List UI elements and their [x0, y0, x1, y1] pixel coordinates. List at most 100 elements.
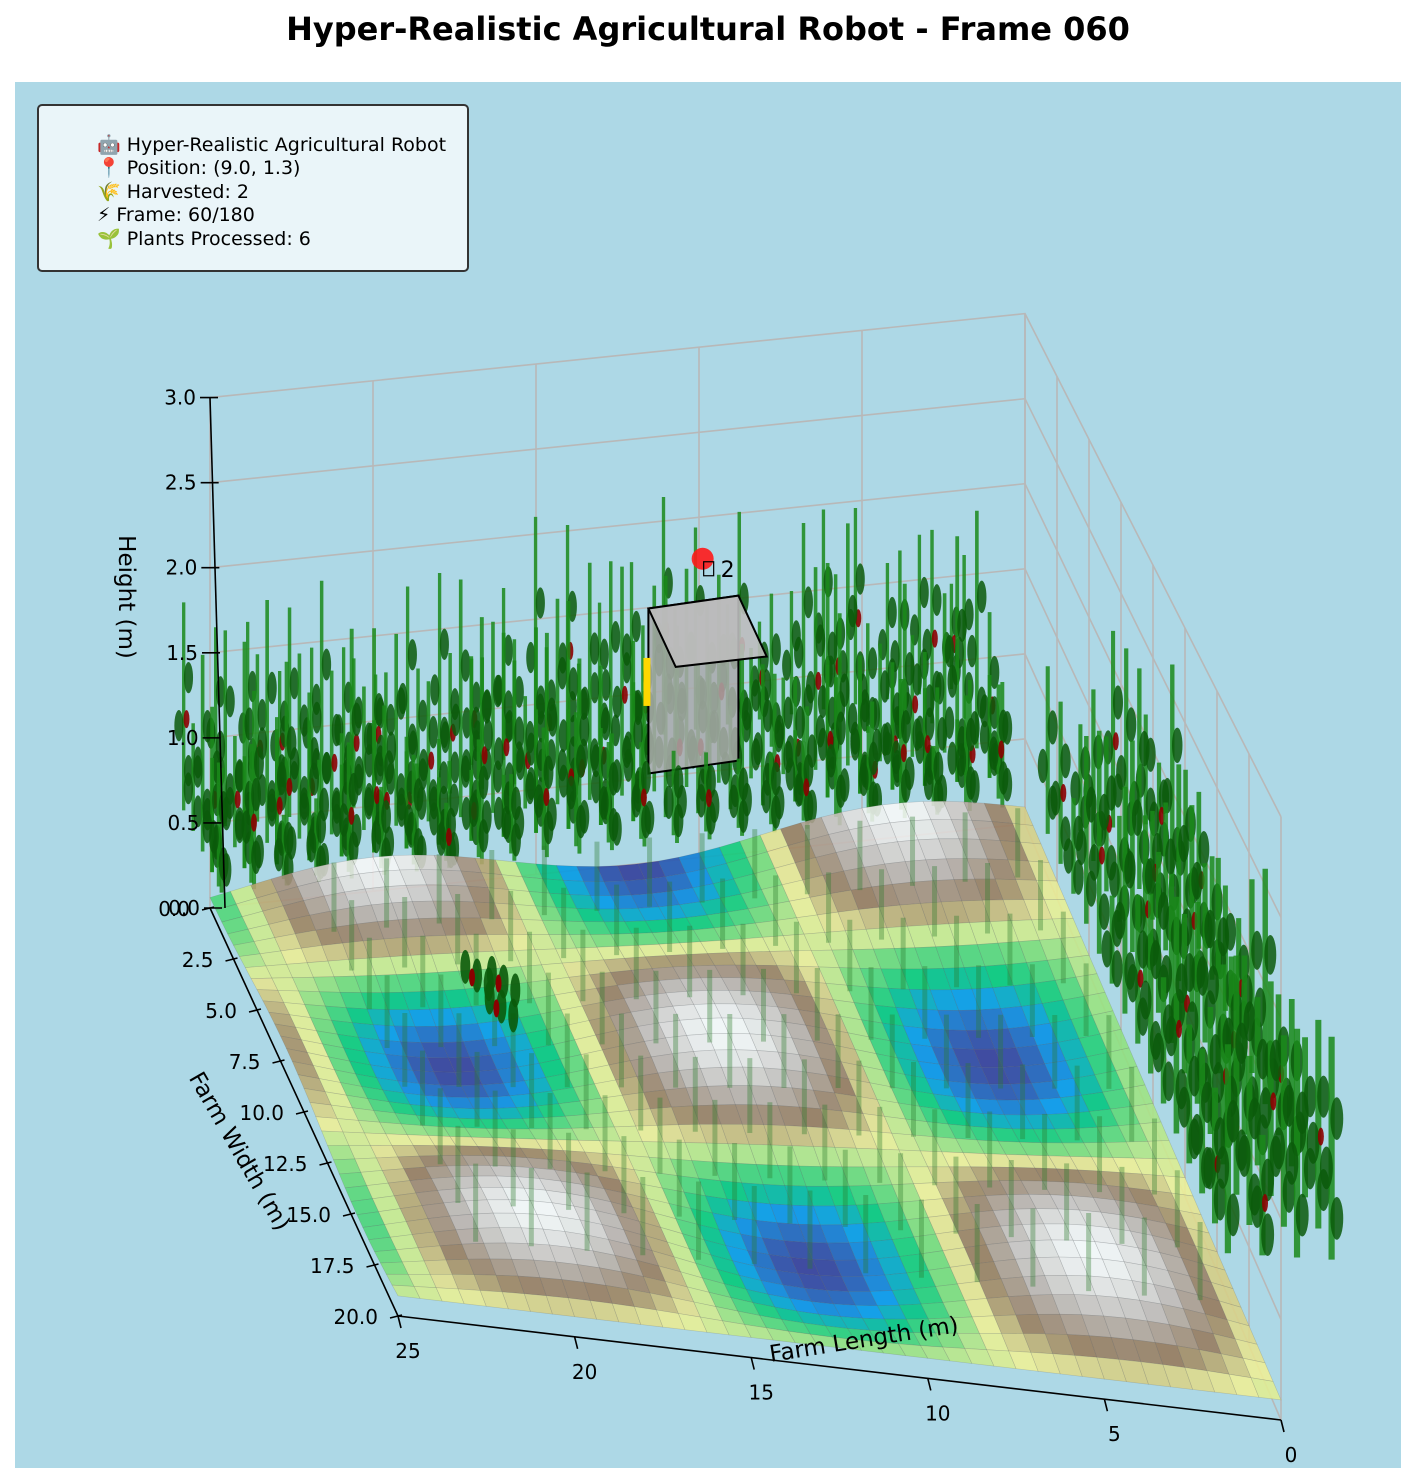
plant-leaf — [738, 767, 749, 801]
plant-leaf — [751, 679, 761, 712]
axes — [200, 396, 1285, 1433]
plant-leaf — [919, 576, 929, 609]
plant-leaf — [430, 674, 440, 706]
plant-leaf — [306, 828, 317, 863]
plant-leaf — [847, 594, 858, 628]
y-tick — [248, 1008, 262, 1013]
plant-leaf — [608, 807, 619, 842]
plant-leaf — [1112, 685, 1124, 720]
plant-leaf — [817, 685, 828, 719]
plant-leaf — [462, 707, 472, 739]
plant-fruit — [1270, 1092, 1277, 1111]
plant-leaf — [396, 687, 406, 720]
y-tick-label: 17.5 — [310, 1254, 355, 1278]
y-tick — [201, 906, 215, 911]
plant-fruit — [469, 968, 476, 987]
plant-leaf — [761, 779, 772, 814]
plant-fruit — [1158, 806, 1165, 825]
plant-fruit — [1112, 732, 1119, 751]
plant-leaf — [827, 631, 838, 665]
plant-fruit — [900, 744, 907, 763]
plant-leaf — [782, 649, 792, 681]
plant-leaf — [1070, 771, 1081, 806]
plant-leaf — [568, 667, 579, 701]
plant-leaf — [460, 949, 471, 984]
plant-leaf — [251, 777, 262, 812]
plant-leaf — [794, 636, 804, 669]
plant-leaf — [882, 722, 893, 756]
plant-leaf — [976, 580, 987, 614]
plant-leaf — [299, 792, 310, 826]
plant-leaf — [1178, 824, 1190, 863]
plant-leaf — [331, 713, 342, 747]
plant-fruit — [250, 813, 257, 832]
plant-leaf — [1317, 1075, 1330, 1118]
plant-leaf — [696, 784, 707, 818]
plant-leaf — [1272, 1127, 1286, 1170]
plant-leaf — [508, 998, 519, 1033]
y-tick-label: 5.0 — [205, 999, 237, 1023]
plant-leaf — [1063, 838, 1074, 874]
plant-leaf — [783, 696, 793, 730]
plant-leaf — [855, 563, 865, 595]
plant-leaf — [440, 721, 450, 754]
plant-leaf — [1076, 829, 1087, 866]
plant-leaf — [218, 791, 229, 825]
plant-leaf — [967, 634, 977, 668]
plant-leaf — [503, 690, 514, 724]
plant-leaf — [276, 761, 287, 795]
plant-leaf — [867, 647, 878, 680]
plant-leaf — [273, 837, 284, 872]
plant-fruit — [924, 735, 931, 754]
plant-leaf — [1203, 1147, 1217, 1190]
plant-leaf — [1217, 917, 1230, 957]
plant-leaf — [860, 698, 870, 732]
3d-scene: 20.00.51.01.52.02.53.00.02.55.07.510.012… — [113, 312, 1344, 1467]
plant-leaf — [956, 743, 967, 777]
terrain-cell — [655, 1309, 686, 1331]
plant-leaf — [1088, 844, 1100, 881]
plant-leaf — [322, 751, 332, 785]
x-tick — [927, 1378, 932, 1391]
plant-leaf — [407, 639, 417, 671]
plant-leaf — [912, 663, 922, 696]
plant-leaf — [947, 664, 958, 698]
plant-leaf — [481, 689, 492, 724]
plant-leaf — [900, 768, 911, 803]
plant-leaf — [785, 757, 796, 791]
plant-fruit — [543, 788, 550, 807]
plant-leaf — [663, 785, 674, 820]
plant-leaf — [673, 803, 684, 838]
plant-leaf — [461, 796, 472, 831]
plant-leaf — [771, 633, 781, 666]
plant-leaf — [1098, 793, 1110, 831]
x-tick — [750, 1357, 755, 1370]
plant-leaf — [762, 699, 773, 733]
plant-leaf — [1213, 1178, 1227, 1221]
plant-leaf — [384, 750, 395, 784]
plant-leaf — [631, 783, 642, 818]
plant-leaf — [1131, 799, 1143, 837]
y-tick — [389, 1314, 403, 1319]
plant-leaf — [438, 761, 449, 795]
plant-fruit — [1176, 1019, 1183, 1038]
y-tick-label: 0.0 — [158, 897, 190, 921]
plant-leaf — [267, 793, 277, 827]
plant-leaf — [471, 681, 481, 713]
plant-leaf — [183, 662, 194, 694]
plant-fruit — [640, 788, 647, 807]
plant-leaf — [331, 803, 342, 837]
plant-leaf — [924, 684, 935, 718]
plants-front — [460, 949, 521, 1033]
plant-leaf — [1250, 1185, 1264, 1229]
plant-leaf — [868, 741, 879, 776]
info-frame-line: ⚡ Frame: 60/180 — [97, 204, 255, 227]
terrain-cell — [832, 1336, 863, 1351]
plant-leaf — [558, 719, 569, 753]
plant-leaf — [839, 673, 850, 708]
plant-leaf — [526, 641, 536, 674]
y-tick-label: 15.0 — [286, 1203, 331, 1227]
plant-leaf — [543, 810, 554, 845]
plant-leaf — [932, 584, 942, 617]
plant-fruit — [503, 738, 510, 757]
